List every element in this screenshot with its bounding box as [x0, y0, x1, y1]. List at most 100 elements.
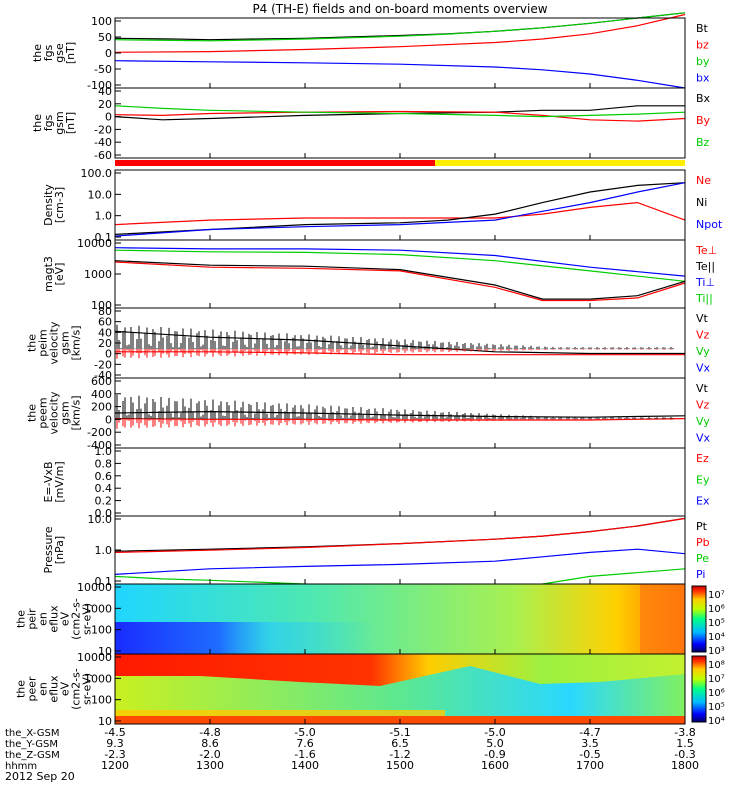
y-tick-label: -400: [87, 439, 112, 452]
y-tick-label: 0: [105, 348, 112, 361]
colorbar-tick-label: 10⁶: [708, 688, 725, 699]
series-line-Pt: [114, 517, 686, 552]
heatmap-end-band: [640, 584, 685, 654]
colorbar-tick-label: 10⁴: [708, 632, 725, 643]
panel-density: 100.0 10.0 1.0 0.1 Density[cm-3] Ne Ni Npot: [42, 167, 723, 244]
x-row-label: hhmm: [5, 761, 37, 772]
legend-Pi: Pi: [696, 568, 705, 581]
y-tick-label: 0.1: [95, 231, 113, 244]
x-row-value: 1400: [291, 759, 319, 772]
x-row-value: -1.6: [294, 748, 315, 761]
legend-Ni: Ni: [696, 196, 707, 209]
mode-bar: [115, 157, 685, 166]
x-row-value: -1.2: [389, 748, 410, 761]
series-line-Vt: [114, 330, 685, 355]
y-label-line: Density: [42, 184, 55, 226]
colorbar-tick-label: 10⁷: [708, 590, 725, 601]
legend-Vt: Vt: [696, 382, 709, 395]
x-row-value: -5.0: [484, 726, 505, 739]
y-label-line: gsm: [59, 401, 72, 424]
y-tick-label: 1.0: [95, 445, 113, 458]
y-label-line: the: [26, 404, 39, 422]
panel-frame: [114, 377, 686, 449]
colorbar-tick-label: 10⁶: [708, 604, 725, 615]
y-tick-label: 50: [98, 31, 112, 44]
y-tick-label: -200: [87, 426, 112, 439]
y-tick-label: 100: [91, 299, 112, 312]
series-line-Vt: [114, 410, 686, 418]
legend-Npot: Npot: [696, 218, 723, 231]
y-tick-label: 1.0: [95, 544, 113, 557]
y-label-line: eV: [59, 611, 72, 626]
colorbar-tick-label: 10⁷: [708, 674, 725, 685]
y-label-line: [km/s]: [70, 395, 83, 430]
y-tick-label: 10000: [77, 581, 112, 594]
y-label-line: velocity: [48, 321, 61, 364]
x-row-value: -0.3: [674, 748, 695, 761]
y-tick-label: 10.0: [88, 513, 113, 526]
series-line-bz: [114, 13, 686, 53]
date-label: 2012 Sep 20: [5, 770, 75, 783]
y-label-line: [cm-3]: [53, 187, 66, 223]
legend-Bz: Bz: [696, 136, 710, 149]
y-tick-label: 0.4: [95, 482, 113, 495]
y-label-line: the: [15, 680, 28, 698]
y-label-line: Pressure: [42, 526, 55, 573]
x-axis-labels: the_X-GSM -4.5 -4.8 -5.0 -5.1 -5.0 -4.7 -3.8 the…: [5, 726, 699, 783]
series-line-Te: [114, 260, 686, 300]
y-tick-label: 10.0: [88, 188, 113, 201]
x-row-value: -0.9: [484, 748, 505, 761]
x-row-value: 5.0: [486, 737, 504, 750]
y-tick-label: 60: [98, 316, 112, 329]
legend-Vx: Vx: [696, 362, 711, 375]
y-axis-label: Pressure[nPa]: [42, 526, 66, 573]
series-line-Bx: [114, 105, 685, 121]
y-tick-label: 1000: [84, 672, 112, 685]
panel-pressure: 10.0 1.0 0.1 Pressure[nPa] Pt Pb Pe Pi: [42, 513, 710, 591]
legend-bx: bx: [696, 72, 710, 85]
y-label-line: fgs: [42, 44, 55, 61]
y-label-line: [nPa]: [53, 536, 66, 564]
y-tick-label: 40: [98, 326, 112, 339]
legend-Vz: Vz: [696, 399, 710, 412]
panel-e_vxb: 1.00.80.60.40.20.0 E=-VxB[mV/m] Ez Ey Ex: [42, 445, 710, 520]
velocity-noise: [114, 324, 674, 359]
legend-Ti: Ti||: [695, 292, 713, 305]
series-line-Ti: [114, 247, 686, 277]
y-label-line: [eV]: [53, 263, 66, 286]
series-line-By: [114, 110, 686, 122]
y-label-line: en: [37, 612, 50, 626]
heatmap-low-energy-band: [115, 622, 375, 654]
series-line-Vz: [114, 418, 686, 421]
y-label-line: the: [15, 610, 28, 628]
heatmap-low-energy-band-2: [115, 710, 445, 716]
y-label-line: E=-VxB: [42, 461, 55, 502]
legend-Pe: Pe: [696, 552, 709, 565]
series-line-Ti: [114, 249, 686, 282]
y-tick-label: 100: [91, 694, 112, 707]
y-tick-label: 0.0: [95, 507, 113, 520]
x-row-value: 1.5: [676, 737, 694, 750]
y-label-line: [mV/m]: [53, 461, 66, 502]
y-label-line: eV: [59, 681, 72, 696]
y-tick-label: 0.1: [95, 575, 113, 588]
y-label-line: eflux: [48, 675, 61, 703]
y-tick-label: 0: [105, 413, 112, 426]
series-line-Ni: [114, 182, 686, 235]
x-row-value: 9.3: [106, 737, 124, 750]
x-row-value: 7.6: [296, 737, 314, 750]
mode-bar-slow: [435, 160, 685, 166]
legend-Bx: Bx: [696, 92, 711, 105]
y-label-line: peir: [26, 608, 39, 630]
x-row-label: the_Z-GSM: [5, 750, 60, 761]
y-label-line: the: [31, 114, 44, 132]
series-line-bx: [114, 60, 686, 89]
colorbar: [691, 585, 707, 653]
